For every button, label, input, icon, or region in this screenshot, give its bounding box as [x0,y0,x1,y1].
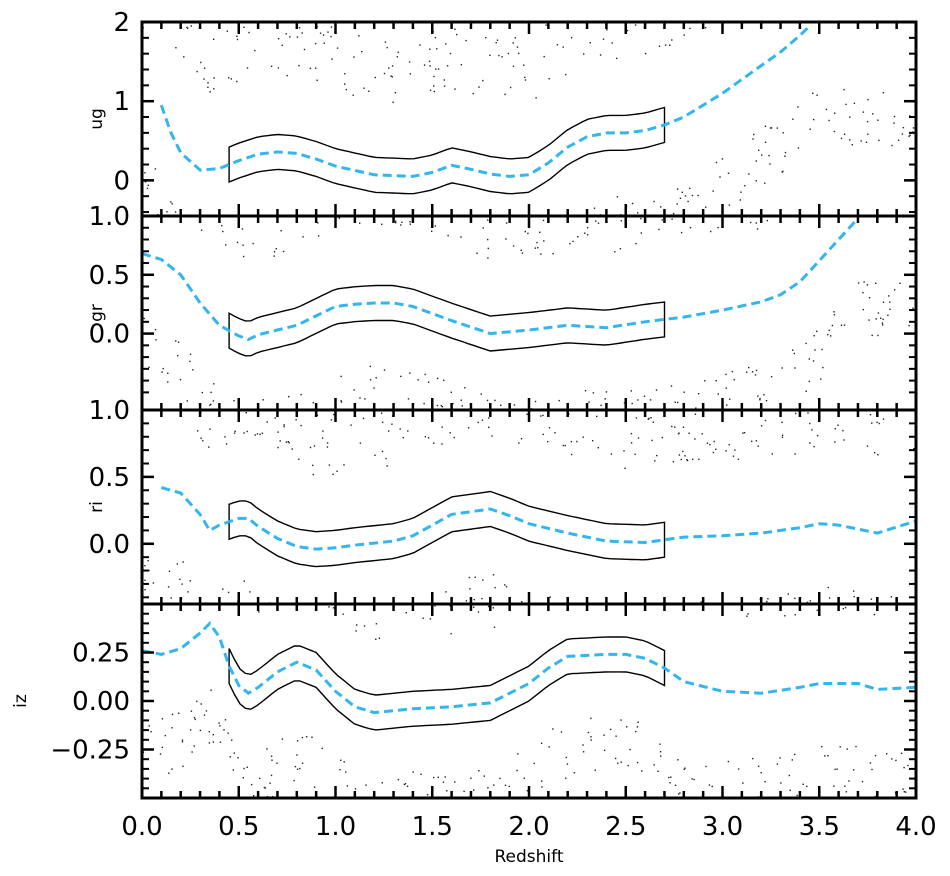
panel-plot-area [144,412,916,604]
panel-frame [140,408,918,606]
contour-band [228,106,666,195]
panel-frame [140,20,918,218]
y-axis-label: ri [87,501,107,513]
panel-iz: −0.25 0.00 0.25 iz [11,602,918,800]
panel-ug: 0 1 2 ug [87,8,918,218]
x-tick-label: 1.0 [315,812,356,842]
y-tick-label: 0.5 [89,463,130,493]
scatter-points [143,217,916,410]
x-tick-label: 2.0 [508,812,549,842]
y-tick-label: 0 [113,166,130,196]
scatter-points [144,412,915,604]
x-tick-label: 0.0 [121,812,162,842]
y-tick-label: −0.25 [50,736,130,766]
median-line [142,217,860,342]
scatter-points [142,24,916,216]
median-line [160,486,916,551]
panel-plot-area [142,605,916,798]
contour-band [228,490,666,568]
panel-gr: 0.0 0.5 1.0 gr [87,202,918,412]
y-tick-label: 0.0 [89,320,130,350]
y-axis-label: iz [11,694,31,708]
y-tick-label: 0.5 [89,261,130,291]
panel-plot-area [142,217,916,410]
x-tick-label: 0.5 [218,812,259,842]
y-tick-label: 0.00 [72,687,130,717]
y-tick-label: 0.25 [72,639,130,669]
y-tick-label: 0.0 [89,530,130,560]
contour-band [228,636,666,731]
scatter-points [142,605,909,798]
y-tick-label: 2 [113,8,130,38]
x-tick-label: 3.0 [702,812,743,842]
y-tick-label: 1.0 [89,202,130,232]
x-tick-label: 3.5 [799,812,840,842]
panel-ri: 0.0 0.5 1.0 ri [87,396,918,606]
x-axis-label: Redshift [494,847,563,867]
y-axis-label: ug [87,108,107,130]
contour-band [228,284,666,357]
panel-plot-area [142,24,916,216]
x-tick-label: 4.0 [895,812,936,842]
x-tick-label: 2.5 [605,812,646,842]
median-line [159,24,811,178]
y-tick-label: 1.0 [89,396,130,426]
x-tick-label: 1.5 [412,812,453,842]
y-axis-label: gr [87,304,107,322]
median-line [142,621,916,715]
y-tick-label: 1 [113,87,130,117]
